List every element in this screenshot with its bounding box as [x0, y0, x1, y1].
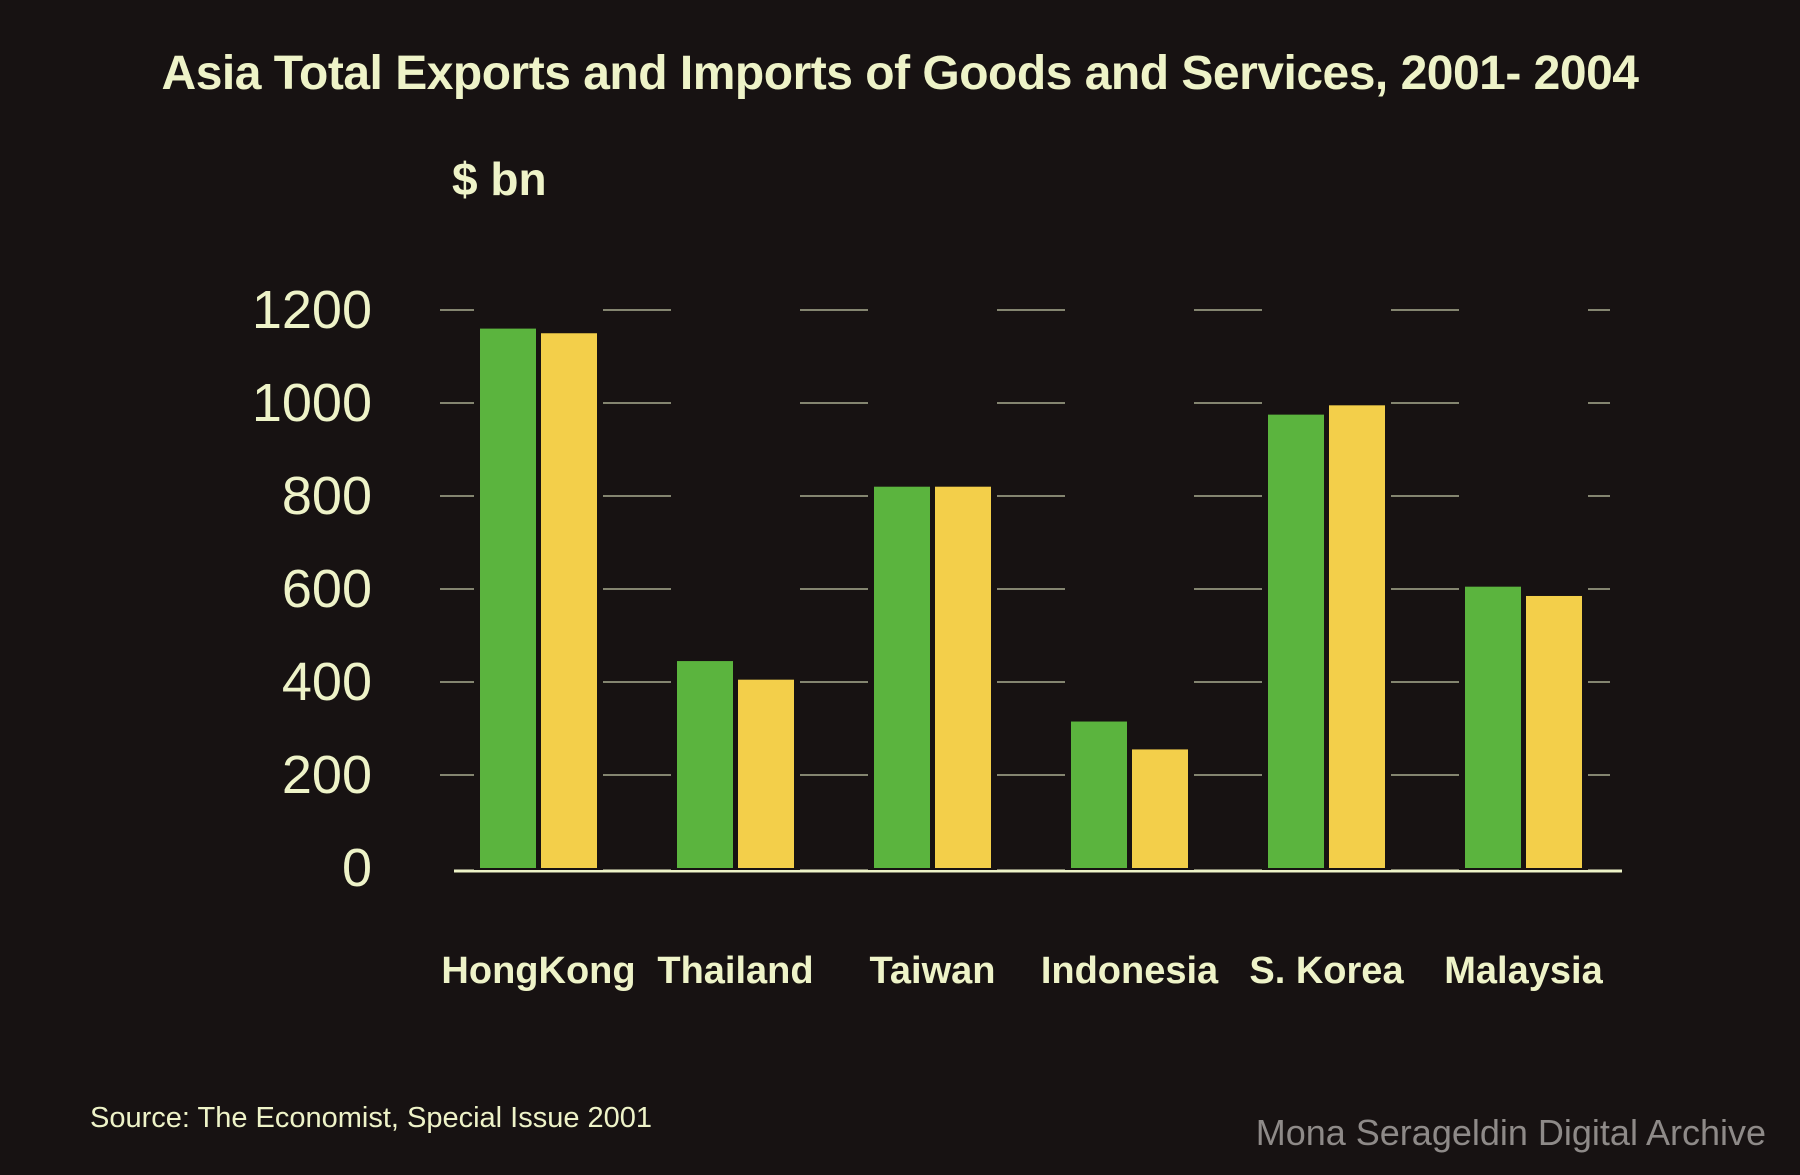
y-tick-labels: 0 200 400 600 800 1000 1200: [252, 280, 372, 898]
y-tick-label: 600: [282, 559, 372, 619]
y-tick-label: 200: [282, 745, 372, 805]
x-category-label: Thailand: [657, 950, 813, 992]
x-category-label: HongKong: [441, 950, 635, 992]
bar-indonesia-series-1: [1071, 721, 1127, 868]
gridlines: [440, 309, 1622, 873]
y-tick-label: 1200: [252, 280, 372, 340]
bar-taiwan-series-2: [935, 486, 991, 868]
bar-s-korea-series-2: [1329, 405, 1385, 868]
y-tick-label: 400: [282, 652, 372, 712]
y-tick-label: 0: [342, 838, 372, 898]
y-tick-label: 1000: [252, 373, 372, 433]
bar-taiwan-series-1: [874, 486, 930, 868]
x-category-label: Indonesia: [1041, 950, 1219, 992]
bar-s-korea-series-1: [1268, 414, 1324, 868]
y-tick-label: 800: [282, 466, 372, 526]
watermark: Mona Serageldin Digital Archive: [1255, 1112, 1766, 1153]
x-category-labels: HongKong Thailand Taiwan Indonesia S. Korea M…: [441, 950, 1603, 992]
bar-malaysia-series-1: [1465, 586, 1521, 868]
source-note: Source: The Economist, Special Issue 200…: [90, 1102, 653, 1134]
x-category-label: Taiwan: [870, 950, 996, 992]
bar-hongkong-series-1: [480, 328, 536, 869]
y-axis-unit-label: $ bn: [452, 153, 547, 205]
bar-hongkong-series-2: [541, 333, 597, 868]
bar-thailand-series-1: [677, 661, 733, 868]
bar-indonesia-series-2: [1132, 749, 1188, 868]
x-category-label: S. Korea: [1249, 950, 1404, 992]
bar-thailand-series-2: [738, 679, 794, 868]
bars: [474, 290, 1588, 870]
chart-title: Asia Total Exports and Imports of Goods …: [161, 47, 1639, 100]
x-category-label: Malaysia: [1444, 950, 1603, 992]
bar-malaysia-series-2: [1526, 595, 1582, 868]
